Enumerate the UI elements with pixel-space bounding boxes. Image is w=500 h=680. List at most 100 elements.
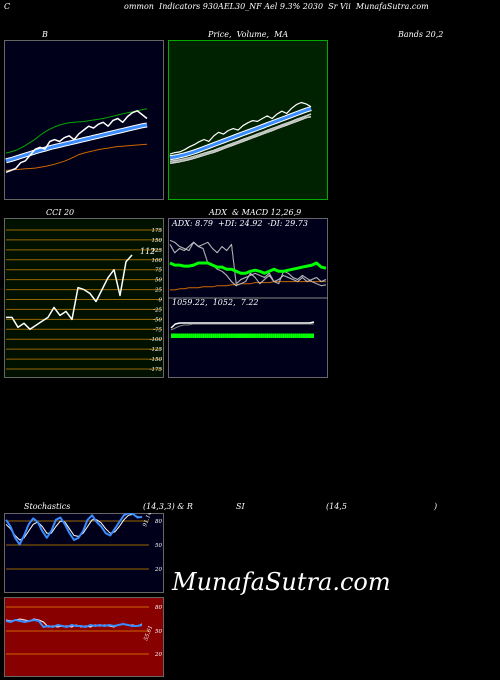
rsi-tick-label: 50 — [155, 629, 162, 635]
macd-histogram-bar — [312, 333, 314, 338]
cci-panel: 175 150 125 100 75 50 25 0 -25 -50 -75 -100 -125 -150… — [4, 218, 164, 378]
label-b: B — [42, 30, 48, 39]
macd-line — [170, 321, 315, 329]
stochastics-panel: 80 50 20 91.14 — [4, 513, 164, 593]
macd-histogram-bar — [254, 333, 257, 338]
rsi-value-label: 55.61 — [143, 625, 154, 642]
stoch-tick-label: 50 — [155, 543, 162, 549]
macd-histogram-bar — [226, 333, 229, 338]
macd-histogram-bar — [240, 333, 243, 338]
macd-histogram-bar — [234, 333, 237, 338]
macd-histogram-bar — [308, 333, 311, 338]
macd-histogram-bar — [290, 333, 293, 338]
lower-band-line — [5, 143, 148, 171]
macd-histogram-bar — [252, 333, 255, 338]
cci-tick-label: -175 — [150, 367, 163, 373]
label-adx: ADX & MACD 12,26,9 — [209, 208, 302, 217]
cci-tick-label: -25 — [153, 307, 162, 313]
cci-value-label: 112 — [140, 247, 155, 256]
macd-histogram-bar — [258, 333, 261, 338]
macd-histogram-bar — [266, 333, 269, 338]
macd-histogram-bar — [176, 333, 179, 338]
macd-histogram-bar — [208, 333, 211, 338]
panel-background — [168, 40, 328, 200]
macd-histogram-bar — [210, 333, 213, 338]
macd-histogram-bar — [286, 333, 289, 338]
middle-band-line — [5, 123, 148, 163]
macd-histogram-bar — [256, 333, 259, 338]
macd-histogram-bar — [296, 333, 299, 338]
macd-histogram-bar — [292, 333, 295, 338]
cci-tick-label: 50 — [155, 278, 162, 284]
macd-histogram-bar — [244, 333, 247, 338]
macd-histogram-bar — [174, 333, 177, 338]
macd-histogram-bar — [171, 333, 173, 338]
label-rsi-params: (14,5 — [326, 502, 347, 511]
macd-histogram-bar — [230, 333, 233, 338]
cci-tick-label: 100 — [152, 258, 163, 264]
macd-histogram-bar — [306, 333, 309, 338]
cci-tick-label: 0 — [159, 298, 163, 304]
macd-histogram-bar — [196, 333, 199, 338]
macd-histogram-bar — [184, 333, 187, 338]
stoch-value-label: 91.14 — [142, 513, 153, 528]
bollinger-chart — [4, 40, 164, 200]
macd-histogram-bar — [284, 333, 287, 338]
stoch-fast-line — [5, 513, 143, 546]
stoch-slow-line — [5, 513, 143, 541]
stochastics-chart: 80 50 20 91.14 — [4, 513, 164, 593]
cci-tick-label: 150 — [152, 238, 163, 244]
macd-histogram-bar — [276, 333, 279, 338]
macd-histogram-bar — [282, 333, 285, 338]
adx-panel — [168, 218, 328, 378]
macd-histogram-bar — [238, 333, 241, 338]
macd-histogram-bar — [186, 333, 189, 338]
panel-background — [4, 40, 164, 200]
macd-histogram-bar — [246, 333, 249, 338]
macd-histogram-bar — [302, 333, 305, 338]
cci-tick-label: -75 — [153, 327, 162, 333]
macd-histogram-bar — [182, 333, 185, 338]
cci-tick-label: -50 — [153, 317, 162, 323]
macd-histogram-bar — [204, 333, 207, 338]
header-c: C — [4, 2, 11, 11]
cci-tick-label: 175 — [152, 228, 163, 234]
macd-histogram-bar — [214, 333, 217, 338]
rsi-line — [5, 619, 143, 628]
label-price: Price, Volume, MA — [208, 30, 289, 39]
label-bands: Bands 20,2 — [398, 30, 444, 39]
label-stochastics: Stochastics — [24, 502, 71, 511]
ma-mid-inner — [169, 113, 312, 162]
cci-tick-label: 125 — [152, 248, 163, 254]
macd-histogram-bar — [188, 333, 191, 338]
macd-histogram-bar — [242, 333, 245, 338]
price-line — [169, 101, 312, 155]
macd-histogram-bar — [300, 333, 303, 338]
adx-chart — [168, 218, 328, 378]
cci-tick-label: 75 — [155, 268, 162, 274]
macd-histogram-bar — [232, 333, 235, 338]
macd-histogram-bar — [294, 333, 297, 338]
cci-tick-label: -150 — [150, 357, 163, 363]
macd-histogram-bar — [202, 333, 205, 338]
stoch-tick-label: 20 — [154, 567, 162, 573]
macd-histogram-bar — [228, 333, 231, 338]
macd-histogram-bar — [272, 333, 275, 338]
macd-histogram-bar — [200, 333, 203, 338]
label-cci: CCI 20 — [46, 208, 75, 217]
macd-histogram-bar — [236, 333, 239, 338]
ma-slow-inner — [169, 116, 312, 164]
price-panel — [168, 40, 328, 200]
price-line — [5, 110, 148, 173]
macd-histogram-bar — [206, 333, 209, 338]
macd-histogram-bar — [222, 333, 225, 338]
cci-chart: 175 150 125 100 75 50 25 0 -25 -50 -75 -100 -125 -150… — [4, 218, 164, 378]
macd-histogram-bar — [178, 333, 181, 338]
adx-line — [170, 281, 326, 291]
macd-histogram-bar — [298, 333, 301, 338]
rsi-chart: 80 50 20 55.61 — [4, 597, 164, 677]
label-stoch-params: (14,3,3) & R — [143, 502, 193, 511]
macd-histogram-bar — [260, 333, 263, 338]
macd-histogram-bar — [288, 333, 291, 338]
macd-histogram-bar — [218, 333, 221, 338]
